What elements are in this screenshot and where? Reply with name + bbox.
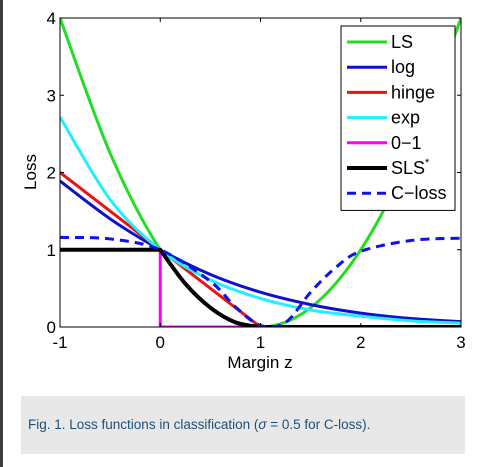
x-tick-label: -1 bbox=[52, 333, 67, 352]
x-tick-label: 2 bbox=[356, 333, 365, 352]
y-tick-label: 3 bbox=[47, 86, 56, 105]
legend-label: C−loss bbox=[391, 183, 447, 203]
caption-suffix: = 0.5 for C-loss). bbox=[266, 417, 371, 432]
y-tick-label: 4 bbox=[47, 9, 56, 28]
x-tick-label: 0 bbox=[156, 333, 165, 352]
y-tick-label: 0 bbox=[47, 318, 56, 337]
caption-text: Fig. 1. Loss functions in classification… bbox=[28, 417, 370, 432]
series-line-3 bbox=[60, 116, 461, 325]
y-axis-label: Loss bbox=[21, 154, 40, 190]
caption-prefix: Fig. 1. Loss functions in classification… bbox=[28, 417, 259, 432]
legend-label: hinge bbox=[391, 82, 435, 102]
x-tick-label: 1 bbox=[256, 333, 265, 352]
legend-label-superscript: * bbox=[425, 157, 430, 169]
y-tick-label: 2 bbox=[47, 164, 56, 183]
x-axis-label: Margin z bbox=[227, 353, 292, 372]
caption-sigma: σ bbox=[258, 417, 267, 432]
series-line-4 bbox=[60, 248, 461, 327]
legend-label: LS bbox=[391, 32, 413, 52]
series-line-5 bbox=[60, 247, 461, 327]
legend-label: SLS* bbox=[391, 157, 430, 178]
series-line-2 bbox=[60, 171, 461, 327]
figure-caption: Fig. 1. Loss functions in classification… bbox=[21, 396, 465, 454]
legend-label: exp bbox=[391, 108, 420, 128]
y-tick-label: 1 bbox=[47, 241, 56, 260]
x-tick-label: 3 bbox=[456, 333, 465, 352]
page-left-rule bbox=[0, 0, 3, 467]
series-line-1 bbox=[60, 179, 461, 324]
legend-label: 0−1 bbox=[391, 133, 422, 153]
legend-label: log bbox=[391, 57, 415, 77]
